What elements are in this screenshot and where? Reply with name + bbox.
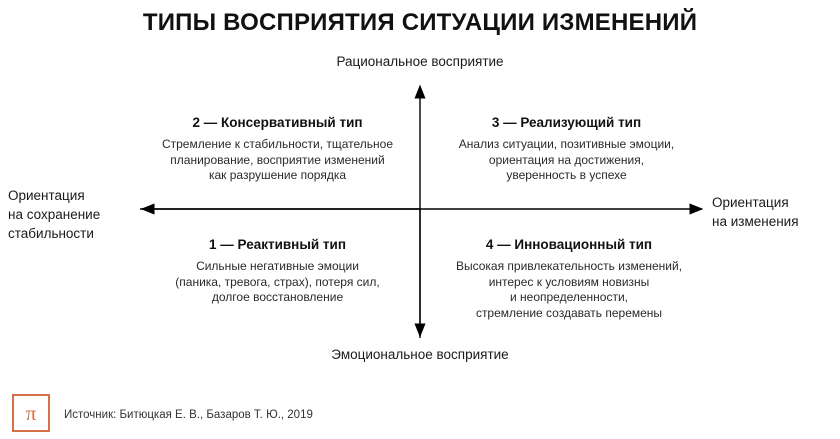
quadrant-4-line-3: и неопределенности, (509, 290, 628, 304)
quadrant-3-line-1: Анализ ситуации, позитивные эмоции, (458, 137, 675, 151)
quadrant-2-line-1: Стремление к стабильности, тщательное (161, 137, 394, 151)
quadrant-1-reactive: 1 — Реактивный тип Сильные негативные эм… (135, 236, 420, 306)
axis-label-left-line-1: Ориентация (8, 188, 85, 203)
axis-label-left: Ориентация на сохранение стабильности (8, 186, 132, 243)
quadrant-3-body: Анализ ситуации, позитивные эмоции, орие… (424, 137, 709, 184)
quadrant-4-line-4: стремление создавать перемены (475, 305, 663, 320)
quadrant-2-heading: 2 — Консервативный тип (192, 115, 363, 130)
axis-label-right: Ориентация на изменения (712, 193, 840, 231)
axis-label-right-line-1: Ориентация (712, 195, 789, 210)
quadrant-1-line-1: Сильные негативные эмоции (196, 259, 359, 273)
quadrant-2-conservative: 2 — Консервативный тип Стремление к стаб… (135, 114, 420, 184)
quadrant-1-line-3: долгое восстановление (211, 290, 344, 304)
quadrant-3-realizing: 3 — Реализующий тип Анализ ситуации, поз… (424, 114, 709, 184)
quadrant-1-line-2: (паника, тревога, страх), потеря сил, (175, 274, 380, 289)
quadrant-4-line-1: Высокая привлекательность изменений, (455, 259, 683, 273)
quadrant-1-heading: 1 — Реактивный тип (209, 237, 346, 252)
axis-label-right-line-2: на изменения (712, 214, 799, 229)
axis-label-left-line-3: стабильности (8, 226, 94, 241)
quadrant-3-line-2: ориентация на достижения, (488, 152, 645, 167)
quadrant-2-line-3: как разрушение порядка (208, 168, 347, 182)
quadrant-2-body: Стремление к стабильности, тщательное пл… (135, 137, 420, 184)
axis-label-left-line-2: на сохранение (8, 207, 101, 222)
pi-logo-icon: π (12, 394, 50, 432)
axis-label-bottom: Эмоциональное восприятие (331, 347, 509, 362)
quadrant-1-body: Сильные негативные эмоции (паника, трево… (135, 259, 420, 306)
quadrant-3-line-3: уверенность в успехе (506, 168, 627, 182)
source-caption: Источник: Битюцкая Е. В., Базаров Т. Ю.,… (64, 409, 313, 421)
page-title: ТИПЫ ВОСПРИЯТИЯ СИТУАЦИИ ИЗМЕНЕНИЙ (142, 9, 698, 36)
quadrant-4-heading: 4 — Инновационный тип (485, 237, 653, 252)
quadrant-4-innovative: 4 — Инновационный тип Высокая привлекате… (424, 236, 714, 321)
quadrant-3-heading: 3 — Реализующий тип (491, 115, 642, 130)
quadrant-2-line-2: планирование, восприятие изменений (170, 152, 385, 167)
quadrant-4-line-2: интерес к условиям новизны (488, 274, 650, 289)
axis-label-top: Рациональное восприятие (336, 54, 504, 69)
quadrant-4-body: Высокая привлекательность изменений, инт… (424, 259, 714, 321)
